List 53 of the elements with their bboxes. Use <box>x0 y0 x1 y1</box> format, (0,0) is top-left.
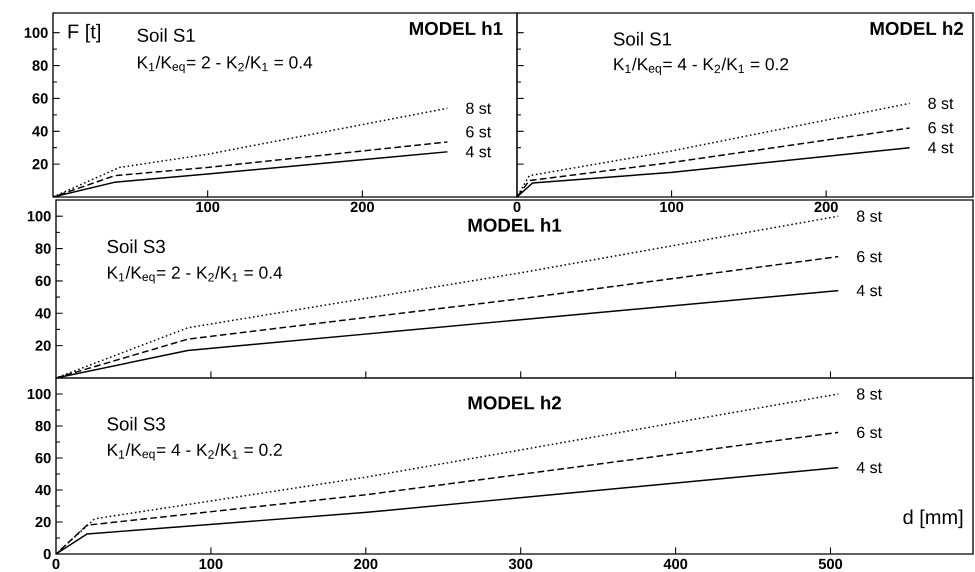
series-label: 8 st <box>466 102 492 114</box>
y-tick-label: 20 <box>35 516 51 528</box>
text: Soil S1 <box>137 28 195 42</box>
series-label: 8 st <box>856 210 882 222</box>
y-tick-label: 60 <box>36 276 51 286</box>
y-tick-label: 20 <box>35 340 51 351</box>
x-tick-label: 0 <box>52 558 60 570</box>
x-tick-label: 100 <box>660 202 684 212</box>
series-label: 6 st <box>857 250 882 262</box>
x-tick-label: 500 <box>818 558 842 570</box>
series-label: 6 st <box>928 122 954 134</box>
y-tick-label: 60 <box>36 452 51 464</box>
text: K$_{1}$/K$_{eq}$= 2 - K$_{2}$/K$_{1}$ = 0.4 <box>108 266 282 284</box>
x-axis-title: d [mm] <box>903 509 962 528</box>
x-tick-label: 400 <box>664 558 688 570</box>
text: Soil S1 <box>614 32 672 46</box>
text: Soil S3 <box>107 239 165 254</box>
y-tick-label: 40 <box>35 308 51 318</box>
text: K$_{1}$/K$_{eq}$= 2 - K$_{2}$/K$_{1}$ = 0.4 <box>138 56 312 74</box>
chart-title: MODEL h2 <box>870 21 963 36</box>
series-label: 4 st <box>856 462 882 474</box>
y-tick-label: 100 <box>28 388 51 400</box>
y-tick-label: 100 <box>24 28 48 38</box>
x-tick-label: 200 <box>350 202 374 212</box>
series-label: 8 st <box>856 388 882 400</box>
y-tick-label: 40 <box>35 484 51 496</box>
text: K$_{1}$/K$_{eq}$= 4 - K$_{2}$/K$_{1}$ = 0.2 <box>108 443 282 461</box>
series-label: 4 st <box>466 146 492 158</box>
x-tick-label: 300 <box>508 558 532 570</box>
series-label: 6 st <box>857 426 882 438</box>
y-tick-label: 80 <box>35 420 51 432</box>
y-tick-label: 80 <box>32 60 48 71</box>
y-tick-label: 100 <box>28 211 51 222</box>
x-tick-label: 200 <box>354 558 378 570</box>
y-axis-title: F [t] <box>68 24 100 43</box>
series-label: 6 st <box>466 126 492 138</box>
y-tick-label: 60 <box>32 93 48 104</box>
y-tick-label: 20 <box>32 158 48 170</box>
series-label: 4 st <box>928 142 954 154</box>
series-label: 4 st <box>856 285 882 296</box>
x-tick-label: 100 <box>196 202 220 212</box>
y-tick-label: 40 <box>32 126 48 136</box>
text: MODEL h2 <box>468 396 561 410</box>
text: MODEL h1 <box>468 218 562 232</box>
y-tick-label: 80 <box>35 243 51 254</box>
x-tick-label: 200 <box>814 202 838 212</box>
x-tick-label: 0 <box>514 202 520 212</box>
y-tick-label: 0 <box>44 548 51 560</box>
text: Soil S3 <box>107 416 165 431</box>
chart-title: MODEL h1 <box>410 21 502 36</box>
series-label: 8 st <box>928 98 954 110</box>
text: K$_{1}$/K$_{eq}$= 4 - K$_{2}$/K$_{1}$ = 0.2 <box>614 58 788 76</box>
x-tick-label: 100 <box>200 558 223 570</box>
